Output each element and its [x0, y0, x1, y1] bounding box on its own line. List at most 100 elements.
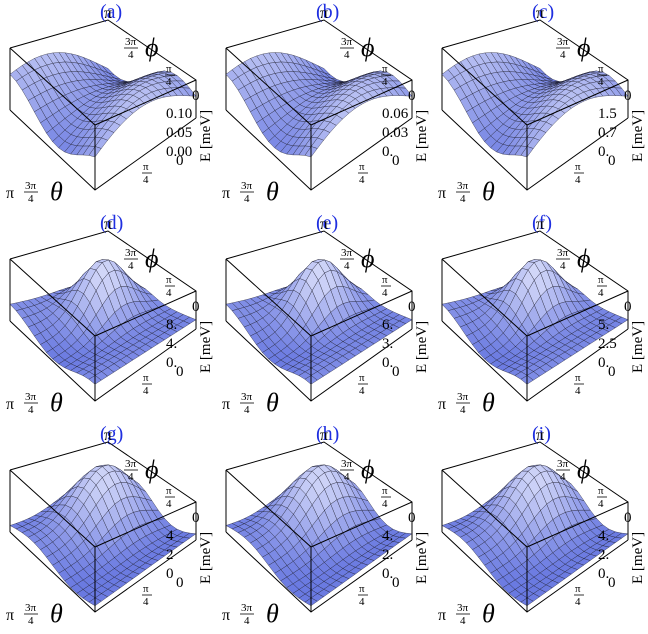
phi-tick-pi4-den: 4 [166, 287, 172, 299]
panel-label: (d) [100, 212, 123, 234]
phi-tick-pi: π [104, 5, 112, 22]
box-top-front-edge [225, 469, 413, 548]
phi-symbol: ϕ [577, 33, 590, 62]
phi-tick-zero: 0 [624, 88, 632, 104]
e-tick-mid: 0.05 [166, 125, 192, 141]
box-back-edge [225, 19, 413, 118]
surface-panel-4: (d) π 3π 4 ϕ π 4 0 8. 4. 0. E [meV] π [0, 211, 216, 422]
theta-tick-3pi4-num: 3π [25, 180, 37, 192]
phi-symbol: ϕ [577, 244, 590, 273]
theta-tick-pi: π [6, 396, 14, 413]
surface-plot: (i) π 3π 4 ϕ π 4 0 4. 2. 0. E [meV] π [438, 423, 646, 628]
panel-label: (f) [532, 212, 552, 234]
energy-axis-label: E [meV] [198, 110, 214, 162]
theta-tick-pi: π [6, 185, 14, 202]
phi-tick-pi4-den: 4 [382, 76, 388, 88]
phi-tick-zero: 0 [624, 299, 632, 315]
e-tick-mid: 0.03 [382, 125, 408, 141]
e-tick-mid: 0.7 [598, 125, 617, 141]
theta-tick-pi4-num: π [143, 161, 149, 173]
box-back-edge [441, 441, 629, 540]
e-tick-mid: 2. [598, 547, 609, 563]
phi-tick-pi4-den: 4 [598, 498, 604, 510]
phi-tick-3pi4-num: 3π [557, 36, 569, 48]
theta-tick-pi: π [222, 396, 230, 413]
e-tick-bottom: 0 [166, 566, 174, 582]
theta-tick-pi: π [222, 185, 230, 202]
theta-tick-3pi4-num: 3π [25, 602, 37, 614]
surface-panel-3: (c) π 3π 4 ϕ π 4 0 1.5 0.7 0. E [meV] [432, 0, 648, 211]
panel-label: (i) [532, 423, 551, 445]
phi-tick-pi4-den: 4 [382, 287, 388, 299]
theta-tick-pi: π [438, 607, 446, 624]
box-back-edge [225, 441, 413, 540]
energy-axis-label: E [meV] [630, 321, 646, 373]
theta-tick-pi: π [438, 396, 446, 413]
box-top-front-edge [441, 469, 629, 548]
e-tick-top: 4. [382, 528, 393, 544]
surface-plot: (b) π 3π 4 ϕ π 4 0 0.06 0.03 0. E [meV] [222, 1, 430, 206]
theta-tick-3pi4-num: 3π [241, 180, 253, 192]
box-back-edge [441, 230, 629, 329]
phi-tick-3pi4-num: 3π [341, 36, 353, 48]
energy-axis-label: E [meV] [630, 532, 646, 584]
theta-tick-3pi4-den: 4 [460, 193, 466, 205]
box-back-edge [225, 230, 413, 329]
phi-tick-pi: π [536, 5, 544, 22]
phi-tick-zero: 0 [624, 510, 632, 526]
phi-tick-3pi4-num: 3π [557, 458, 569, 470]
phi-tick-3pi4-num: 3π [125, 458, 137, 470]
panel-label: (e) [316, 212, 338, 234]
theta-tick-3pi4-num: 3π [457, 391, 469, 403]
theta-tick-zero: 0 [608, 153, 616, 169]
theta-symbol: θ [50, 177, 63, 206]
surface-plot: (g) π 3π 4 ϕ π 4 0 4 2 0 E [meV] π [6, 423, 214, 628]
phi-tick-pi: π [536, 216, 544, 233]
e-tick-top: 0.10 [166, 106, 192, 122]
e-tick-top: 5. [598, 317, 609, 333]
e-tick-top: 1.5 [598, 106, 617, 122]
theta-tick-pi4-den: 4 [359, 596, 365, 608]
phi-tick-pi4-num: π [382, 63, 388, 75]
theta-tick-pi: π [6, 607, 14, 624]
theta-tick-3pi4-den: 4 [244, 615, 250, 627]
theta-tick-pi4-den: 4 [143, 385, 149, 397]
theta-symbol: θ [482, 388, 495, 417]
phi-symbol: ϕ [361, 33, 374, 62]
phi-tick-pi4-num: π [598, 63, 604, 75]
theta-tick-pi: π [222, 607, 230, 624]
e-tick-bottom: 0. [382, 355, 393, 371]
phi-tick-pi: π [320, 216, 328, 233]
phi-tick-3pi4-den: 4 [344, 471, 350, 483]
panel-label: (g) [100, 423, 123, 445]
phi-tick-3pi4-num: 3π [125, 247, 137, 259]
phi-tick-3pi4-num: 3π [341, 458, 353, 470]
phi-tick-3pi4-den: 4 [560, 260, 566, 272]
theta-symbol: θ [50, 388, 63, 417]
surface-plot: (c) π 3π 4 ϕ π 4 0 1.5 0.7 0. E [meV] [438, 1, 646, 206]
box-top-front-edge [441, 258, 629, 337]
energy-axis-label: E [meV] [414, 321, 430, 373]
panel-label: (b) [316, 1, 339, 23]
surface-panel-2: (b) π 3π 4 ϕ π 4 0 0.06 0.03 0. E [meV] [216, 0, 432, 211]
phi-tick-3pi4-den: 4 [560, 471, 566, 483]
energy-surface [441, 52, 629, 158]
phi-tick-pi4-den: 4 [598, 76, 604, 88]
phi-tick-pi4-num: π [166, 485, 172, 497]
phi-tick-3pi4-num: 3π [125, 36, 137, 48]
surface-panel-1: (a) π 3π 4 ϕ π 4 0 0.10 0.05 0.00 E [meV… [0, 0, 216, 211]
box-top-front-edge [225, 47, 413, 126]
theta-tick-pi4-den: 4 [575, 385, 581, 397]
surface-plot: (d) π 3π 4 ϕ π 4 0 8. 4. 0. E [meV] π [6, 212, 214, 417]
theta-tick-pi4-den: 4 [575, 174, 581, 186]
phi-symbol: ϕ [361, 455, 374, 484]
e-tick-mid: 2. [382, 547, 393, 563]
e-tick-bottom: 0. [382, 566, 393, 582]
energy-surface [225, 259, 413, 385]
phi-tick-zero: 0 [408, 510, 416, 526]
energy-axis-label: E [meV] [198, 532, 214, 584]
theta-symbol: θ [266, 599, 279, 628]
energy-surface [9, 259, 197, 385]
surface-plot: (f) π 3π 4 ϕ π 4 0 5. 2.5 0. E [meV] [438, 212, 646, 417]
